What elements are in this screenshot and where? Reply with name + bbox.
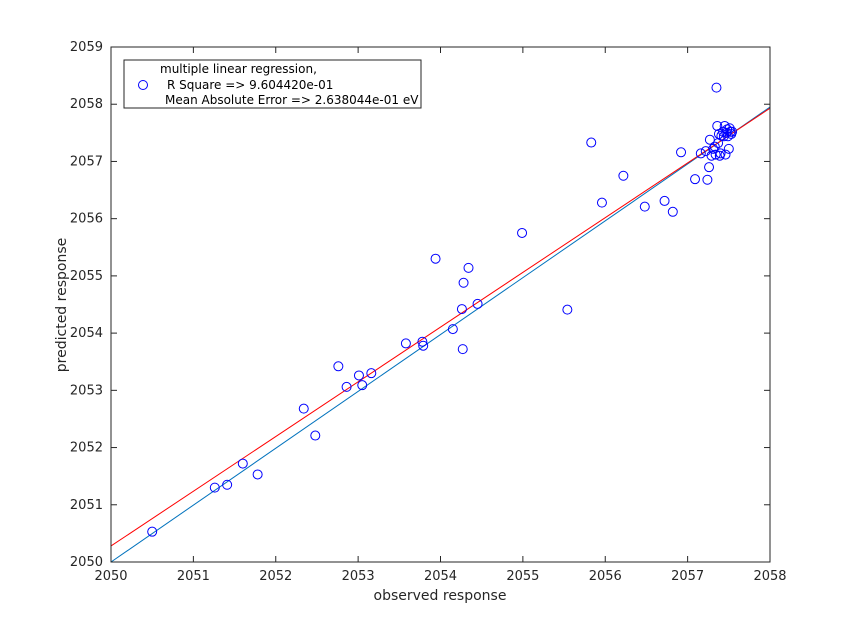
x-tick-label: 2053 — [342, 569, 375, 584]
data-point — [690, 174, 701, 185]
x-tick-label: 2058 — [753, 569, 786, 584]
data-point — [695, 148, 706, 159]
x-tick-label: 2050 — [94, 569, 127, 584]
data-point — [659, 195, 670, 206]
y-tick-label: 2058 — [70, 97, 103, 112]
legend-line-1: multiple linear regression, — [160, 62, 317, 76]
y-axis-label: predicted response — [54, 238, 70, 372]
data-point — [676, 147, 687, 158]
y-tick-label: 2055 — [70, 269, 103, 284]
plot-frame — [110, 46, 771, 563]
data-point — [457, 344, 468, 355]
data-point — [400, 338, 411, 349]
data-point — [702, 174, 713, 185]
data-point — [472, 298, 483, 309]
data-point — [723, 143, 734, 154]
legend-line-2: R Square => 9.604420e-01 — [167, 78, 333, 92]
data-point — [209, 482, 220, 493]
data-point — [719, 120, 730, 131]
fit-line-1 — [110, 106, 771, 563]
data-point — [222, 479, 233, 490]
y-tick-label: 2056 — [70, 212, 103, 227]
data-point — [712, 120, 723, 131]
data-point — [710, 149, 721, 160]
data-point — [463, 262, 474, 273]
axes: 2050 2051 2052 2053 2054 2055 2056 2057 2058 2050… — [70, 40, 787, 584]
x-tick-label: 2052 — [259, 569, 292, 584]
data-point — [711, 82, 722, 93]
data-point — [456, 304, 467, 315]
x-tick-label: 2057 — [671, 569, 704, 584]
legend-line-3: Mean Absolute Error => 2.638044e-01 eV — [165, 93, 419, 107]
data-point — [366, 368, 377, 379]
y-tick-label: 2051 — [70, 498, 103, 513]
data-point — [704, 134, 715, 145]
data-point — [237, 458, 248, 469]
data-point — [298, 403, 309, 414]
data-point — [639, 201, 650, 212]
data-point — [708, 143, 719, 154]
data-point — [418, 340, 429, 351]
fit-line-2 — [110, 107, 771, 547]
data-point — [667, 206, 678, 217]
data-point — [718, 131, 729, 142]
data-point — [517, 227, 528, 238]
y-tick-label: 2053 — [70, 383, 103, 398]
x-tick-label: 2051 — [177, 569, 210, 584]
data-point — [447, 324, 458, 335]
data-point — [147, 526, 158, 537]
x-tick-label: 2054 — [424, 569, 457, 584]
data-point — [586, 137, 597, 148]
data-point — [720, 149, 731, 160]
legend: multiple linear regression, R Square => … — [123, 59, 422, 109]
y-tick-label: 2059 — [70, 40, 103, 55]
x-tick-label: 2056 — [589, 569, 622, 584]
data-point — [333, 361, 344, 372]
data-point — [596, 197, 607, 208]
data-point — [715, 148, 726, 159]
data-point — [618, 170, 629, 181]
data-point — [353, 370, 364, 381]
chart-marks — [110, 82, 771, 563]
data-point — [310, 430, 321, 441]
y-tick-label: 2054 — [70, 326, 103, 341]
x-tick-label: 2055 — [506, 569, 539, 584]
data-point — [458, 277, 469, 288]
data-point — [727, 126, 738, 137]
data-point — [252, 469, 263, 480]
data-point — [704, 162, 715, 173]
y-tick-label: 2052 — [70, 441, 103, 456]
plot-area — [111, 47, 770, 562]
y-tick-label: 2050 — [70, 555, 103, 570]
data-point — [430, 253, 441, 264]
data-point — [562, 304, 573, 315]
data-point — [724, 123, 735, 134]
data-point — [341, 381, 352, 392]
data-point — [357, 380, 368, 391]
x-axis-label: observed response — [374, 588, 507, 604]
data-point — [709, 141, 720, 152]
y-tick-label: 2057 — [70, 154, 103, 169]
legend-box — [123, 59, 422, 109]
data-point — [417, 336, 428, 347]
legend-marker — [138, 80, 148, 90]
data-point — [706, 150, 717, 161]
